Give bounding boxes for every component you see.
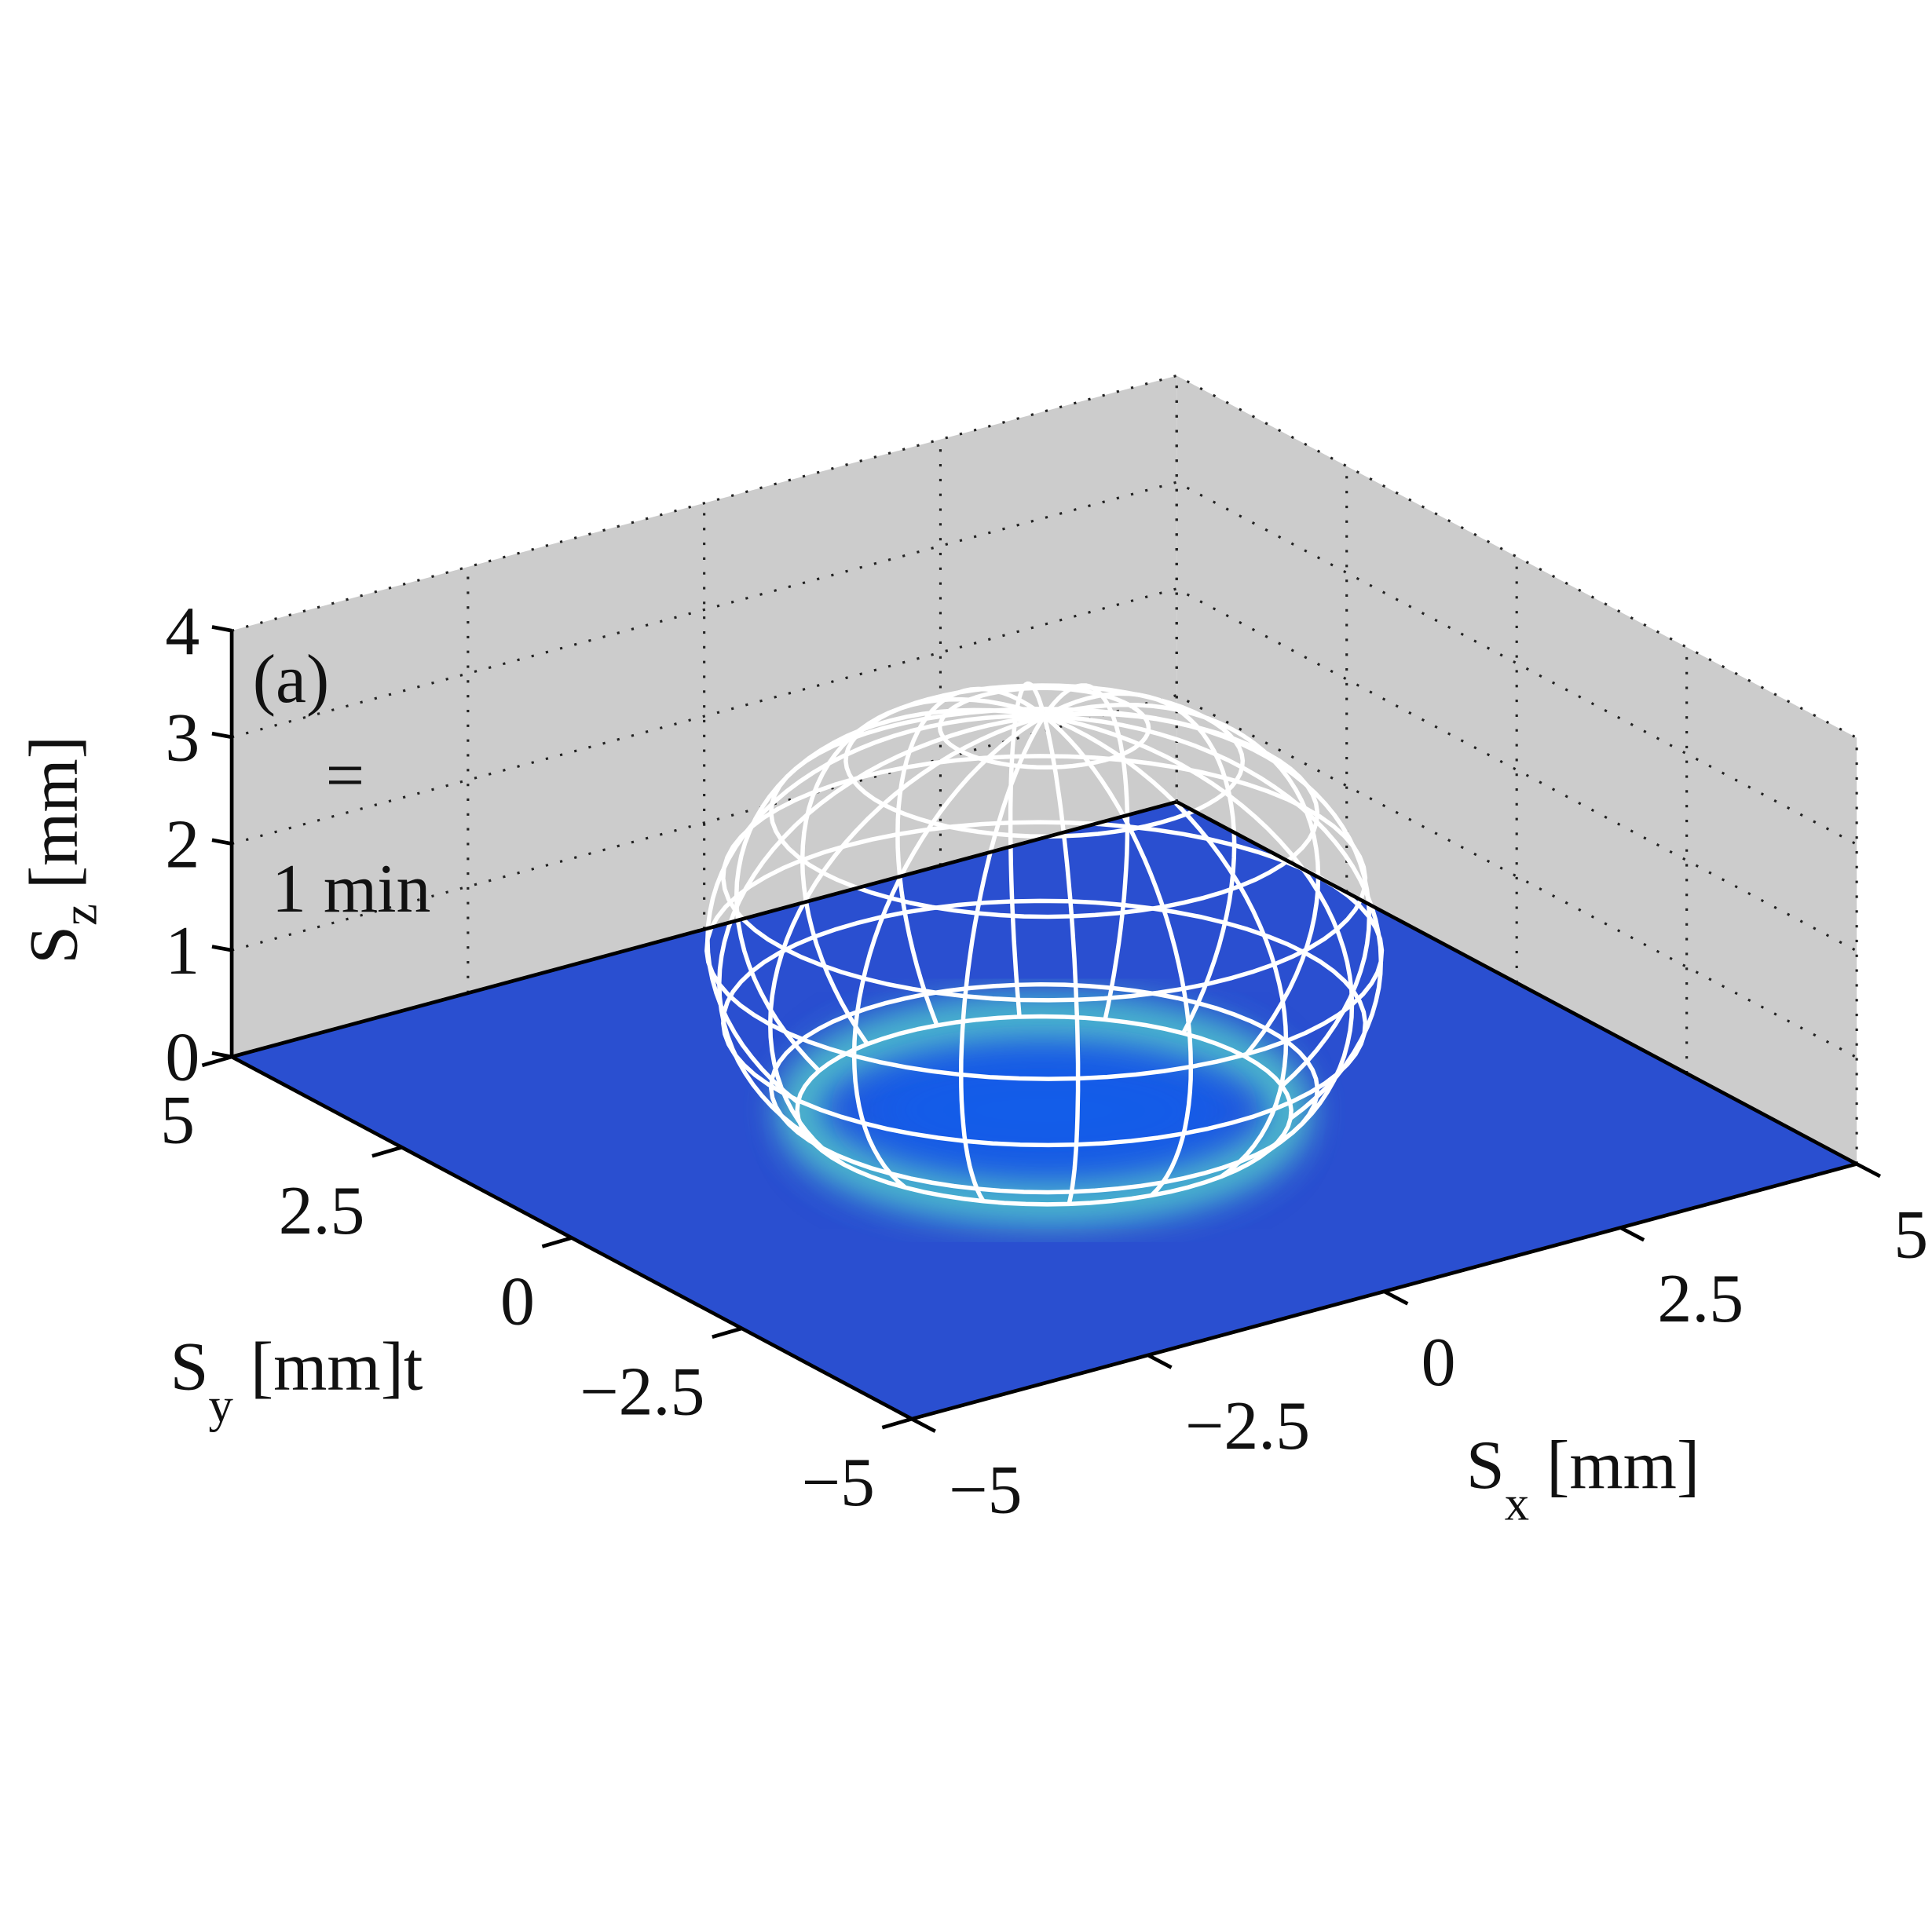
y-axis [230,1055,913,1421]
parallel [795,1014,1293,1207]
y-tick [201,1055,232,1068]
meridian [1043,702,1321,1058]
z-tick-label: 1 [165,913,199,989]
y-tick-label: −2.5 [580,1354,704,1431]
x-tick [910,1417,936,1433]
y-tick-label: 5 [160,1083,195,1159]
parallel [721,898,1368,1148]
x-tick-label: 5 [1894,1197,1928,1274]
z-axis-label: Sz[mm] [16,736,107,964]
x-tick-label: 0 [1422,1325,1456,1401]
axes: 0 1 2 3 4 −5 −2.5 0 2.5 5 −5 −2.5 0 2.5 5 [160,594,1928,1528]
x-tick [1619,1226,1645,1242]
edge [1176,800,1858,1166]
x-tick [1856,1162,1882,1179]
z-tick-label: 2 [165,806,199,883]
y-tick [881,1416,913,1430]
grid-line [231,587,1857,952]
z-tick-label: 0 [165,1020,199,1096]
annotation: = [326,738,365,814]
wireframe [704,681,1385,1207]
parallel [704,820,1385,1081]
x-axis-label: Sx [mm] [1466,1427,1700,1531]
x-tick [1147,1353,1173,1369]
y-tick [712,1326,743,1340]
grid-line [231,374,1857,740]
floor-glow [821,1025,1267,1195]
z-tick [211,838,232,846]
annotation: (a) [253,641,329,718]
parallel [769,707,1320,919]
x-tick [1383,1289,1409,1306]
z-tick-label: 3 [165,700,199,777]
x-tick-label: −2.5 [1185,1388,1310,1464]
meridian [1041,715,1081,1205]
ellipsoid [704,681,1385,1207]
y-tick [371,1145,403,1158]
annotation: 1 min [272,851,431,927]
edge [231,799,1177,1059]
z-tick [211,945,232,952]
meridian [734,707,1045,1073]
z-tick [211,731,232,740]
meridian [1043,714,1289,1179]
x-tick-label: 2.5 [1657,1261,1744,1337]
meridian [1042,715,1194,1197]
meridian [958,715,1046,1203]
side-wall [1176,375,1857,1164]
grid-line [231,693,1857,1059]
meridian [800,696,1045,1046]
meridian [1043,691,1237,1035]
y-tick [541,1236,573,1248]
y-tick-label: 2.5 [279,1173,365,1249]
grid-line [231,481,1857,846]
parallel [843,683,1246,839]
y-tick-label: −5 [801,1445,874,1521]
z-tick [211,625,232,633]
y-tick-label: 0 [500,1263,535,1340]
z-tick-label: 4 [165,594,199,670]
meridian [851,714,1045,1190]
x-tick-label: −5 [949,1452,1022,1528]
parallel [937,685,1151,770]
y-axis-label: Sy [mm]t [170,1329,423,1432]
